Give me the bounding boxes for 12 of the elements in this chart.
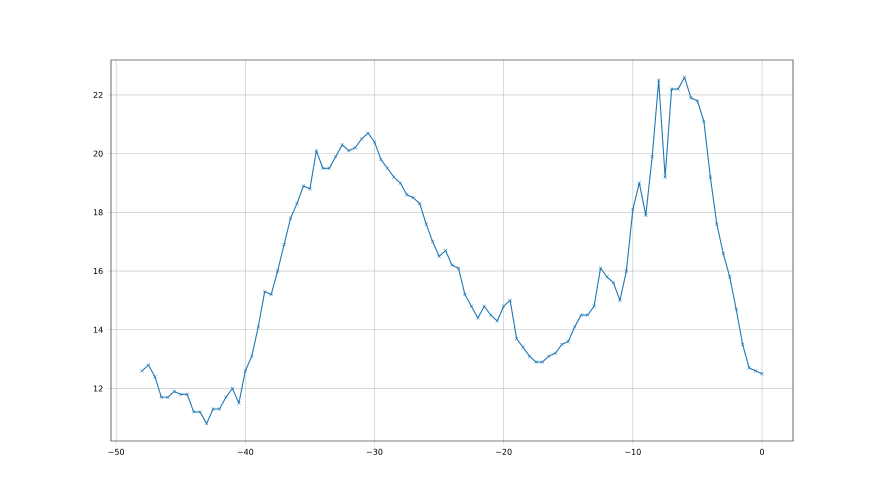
x-tick-label: −10	[625, 448, 641, 455]
x-tick-label: 0	[760, 448, 764, 455]
y-tick-label: 14	[94, 326, 103, 333]
y-tick-label: 22	[94, 92, 102, 98]
y-tick-label: 12	[94, 385, 102, 392]
x-tick-label: −30	[366, 448, 382, 455]
y-tick-label: 20	[94, 150, 103, 157]
y-tick-label: 16	[94, 268, 103, 274]
y-tick-label: 18	[94, 209, 103, 216]
x-tick-label: −40	[238, 448, 254, 455]
x-tick-label: −20	[496, 448, 512, 455]
x-tick-label: −50	[108, 448, 124, 455]
